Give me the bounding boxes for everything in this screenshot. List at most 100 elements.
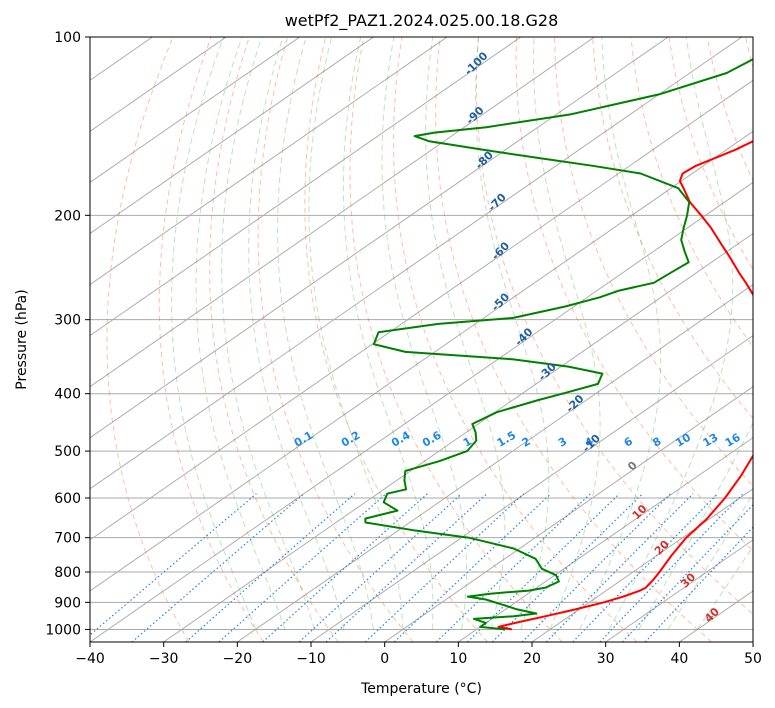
- moist-adiabat-line: [308, 37, 404, 630]
- moist-adiabat-line: [221, 37, 315, 630]
- mixing-ratio-line: [621, 504, 753, 642]
- mixing-ratio-line: [572, 493, 719, 642]
- mixing-ratio-label: 0.2: [339, 429, 362, 450]
- mixing-ratio-label: 13: [701, 431, 721, 450]
- mixing-ratio-line: [545, 493, 694, 642]
- y-tick-label: 500: [54, 444, 81, 460]
- isotherm-line: [90, 37, 227, 132]
- moist-adiabat-line: [248, 37, 345, 630]
- isotherm-line: [90, 181, 753, 642]
- temperature-line: [497, 140, 753, 631]
- isotherm-line: [384, 386, 753, 642]
- plot-series: [364, 58, 753, 631]
- moist-adiabat-line: [608, 37, 734, 630]
- isotherm-line: [90, 130, 753, 592]
- y-axis-label: Pressure (hPa): [14, 289, 30, 389]
- mixing-ratio-line: [298, 493, 463, 642]
- isotherm-line: [310, 335, 753, 642]
- dry-adiabat-line: [475, 37, 753, 615]
- dry-adiabat-line: [304, 37, 488, 642]
- isotherm-line: [90, 37, 374, 235]
- isotherm-label: -40: [512, 325, 535, 348]
- moist-adiabat-line: [195, 37, 286, 630]
- isotherm-line: [90, 37, 448, 286]
- dewpoint-line: [364, 58, 753, 631]
- x-axis: −40 −30 −20 −10 0 10 20 30 40 50: [75, 642, 762, 667]
- dry-adiabat-line: [392, 37, 638, 642]
- x-tick-label: −20: [223, 651, 253, 667]
- isotherm-line: [90, 37, 743, 490]
- mixing-ratio-label: 0.1: [292, 429, 315, 450]
- x-axis-label: Temperature (°C): [360, 681, 482, 697]
- isotherm-label: -100: [462, 49, 491, 78]
- moist-adiabat-line: [171, 37, 256, 630]
- plot-frame: [89, 36, 754, 643]
- isotherm-line: [531, 488, 753, 642]
- isotherm-line: [605, 539, 753, 642]
- y-tick-label: 300: [54, 313, 81, 329]
- isotherm-line: [0, 37, 79, 642]
- mixing-ratio-label: 10: [673, 431, 693, 450]
- y-tick-label: 100: [54, 30, 81, 46]
- isotherm-label: -60: [489, 239, 512, 262]
- isotherm-label: -70: [486, 190, 509, 213]
- mixing-ratio-line: [364, 493, 525, 642]
- dry-adiabat-line: [209, 37, 339, 642]
- isotherm-line: [90, 37, 669, 439]
- dry-adiabat-line: [257, 37, 414, 642]
- x-tick-label: −10: [296, 651, 326, 667]
- isotherm-label: 0: [625, 458, 640, 473]
- dry-adiabat-line: [592, 37, 753, 420]
- y-tick-label: 200: [54, 208, 81, 224]
- mixing-ratio-line: [131, 493, 305, 642]
- y-tick-label: 600: [54, 491, 81, 507]
- isotherm-line: [163, 232, 753, 642]
- isotherm-label: 30: [678, 570, 698, 590]
- plot-annotations: 0.1 0.2 0.4 0.6 1 1.5 2 3 4 6 8 10 13 16-100-90-80-70…: [292, 49, 743, 625]
- isotherm-line: [458, 437, 753, 642]
- moist-adiabat-line: [342, 37, 434, 630]
- y-tick-label: 1000: [45, 622, 81, 638]
- moist-adiabat-line: [425, 37, 506, 630]
- moist-adiabat-line: [381, 37, 467, 630]
- mixing-ratio-line: [435, 493, 591, 642]
- x-tick-label: 30: [597, 651, 615, 667]
- mixing-ratio-line: [185, 493, 356, 642]
- isotherm-line: [90, 37, 301, 183]
- mixing-ratio-line: [521, 493, 672, 642]
- isotherm-line: [237, 284, 753, 642]
- mixing-ratio-line: [393, 493, 552, 642]
- x-tick-label: 0: [380, 651, 389, 667]
- mixing-ratio-line: [218, 493, 387, 642]
- plot-grid: [0, 37, 753, 642]
- isotherm-label: -90: [463, 104, 486, 127]
- isotherm-line: [679, 590, 753, 642]
- isotherm-line: [90, 37, 595, 388]
- x-tick-label: −30: [149, 651, 179, 667]
- mixing-ratio-label: 8: [650, 435, 663, 450]
- isotherm-label: -50: [489, 290, 512, 313]
- moist-adiabat-line: [475, 37, 550, 630]
- x-tick-label: 50: [744, 651, 762, 667]
- x-tick-label: 40: [670, 651, 688, 667]
- x-tick-label: −40: [75, 651, 105, 667]
- mixing-ratio-label: 1.5: [495, 429, 518, 450]
- chart-title: wetPf2_PAZ1.2024.025.00.18.G28: [285, 11, 559, 31]
- mixing-ratio-label: 6: [622, 434, 635, 449]
- mixing-ratio-line: [325, 493, 488, 642]
- isotherm-line: [752, 641, 753, 642]
- mixing-ratio-line: [599, 493, 744, 642]
- isotherm-line: [90, 79, 753, 541]
- moist-adiabat-line: [579, 37, 662, 630]
- moist-adiabat-line: [533, 37, 601, 630]
- y-tick-label: 800: [54, 565, 81, 581]
- x-tick-label: 10: [449, 651, 467, 667]
- isotherm-label: -20: [563, 392, 586, 415]
- dry-adiabat-line: [106, 37, 190, 642]
- isotherm-line: [90, 37, 522, 337]
- mixing-ratio-label: 3: [556, 435, 569, 450]
- mixing-ratio-line: [90, 493, 257, 636]
- x-tick-label: 20: [523, 651, 541, 667]
- y-axis: 100 200 300 400 500 600 700 800 900 1000: [45, 30, 90, 638]
